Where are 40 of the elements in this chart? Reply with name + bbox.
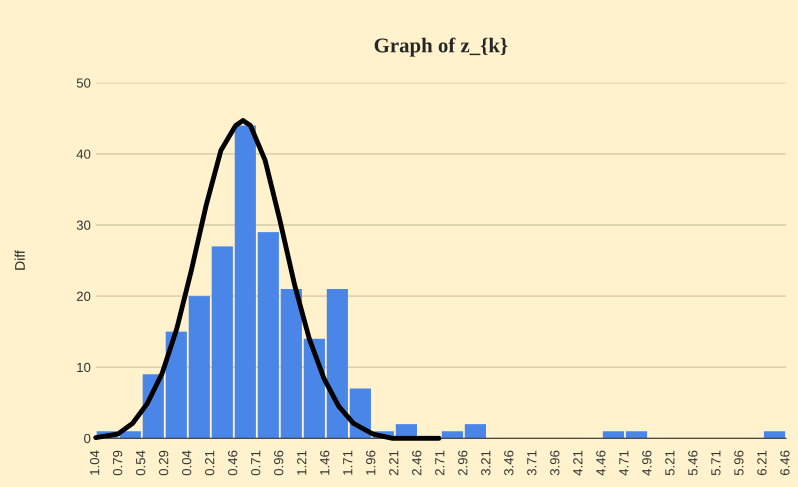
y-tick-label: 30 — [76, 220, 90, 230]
x-tick-label: 1.71 — [343, 450, 352, 475]
x-tick-label: 2.46 — [412, 450, 422, 476]
x-tick-label: 2.96 — [458, 450, 468, 476]
y-tick-label: 0 — [84, 434, 90, 444]
x-tick-label: 0.71 — [251, 450, 260, 476]
x-tick-label: 6.46 — [780, 450, 790, 476]
x-tick-label: 1.21 — [297, 450, 306, 475]
y-tick-label: 10 — [77, 362, 90, 372]
x-tick-label: 0.29 — [158, 450, 168, 476]
x-tick-label: 0.79 — [112, 450, 122, 476]
x-tick-label: 3.21 — [481, 450, 490, 476]
x-tick-label: 2.71 — [435, 450, 444, 476]
x-tick-label: 1.46 — [320, 450, 330, 475]
chart-title: Graph of z_{k} — [374, 38, 508, 57]
x-tick-label: 5.96 — [734, 450, 744, 476]
x-tick-label: 2.21 — [389, 450, 398, 476]
x-tick-label: 0.96 — [274, 450, 284, 476]
x-tick-label: 5.46 — [688, 450, 698, 476]
y-tick-label: 50 — [76, 78, 90, 88]
x-tick-label: 1.04 — [90, 450, 100, 475]
y-tick-label: 40 — [76, 149, 90, 159]
x-tick-label: 4.71 — [619, 450, 628, 476]
x-tick-label: 5.21 — [665, 450, 675, 476]
x-tick-label: 0.21 — [205, 450, 214, 476]
x-tick-label: 0.46 — [228, 450, 238, 476]
x-tick-label: 5.71 — [711, 450, 721, 476]
x-tick-label: 3.71 — [527, 450, 536, 476]
x-tick-label: 4.46 — [596, 450, 606, 476]
y-axis-title: Diff — [14, 250, 25, 270]
x-tick-label: 4.96 — [642, 450, 652, 476]
y-tick-label: 20 — [76, 292, 90, 302]
x-tick-label: 0.04 — [182, 450, 192, 476]
x-tick-label: 4.21 — [573, 450, 582, 476]
line-series — [93, 118, 442, 441]
x-tick-label: 1.96 — [366, 450, 376, 475]
x-tick-label: 6.21 — [757, 450, 767, 476]
x-tick-label: 3.96 — [550, 450, 560, 476]
x-tick-label: 0.54 — [136, 450, 146, 476]
x-tick-label: 3.46 — [504, 450, 514, 476]
